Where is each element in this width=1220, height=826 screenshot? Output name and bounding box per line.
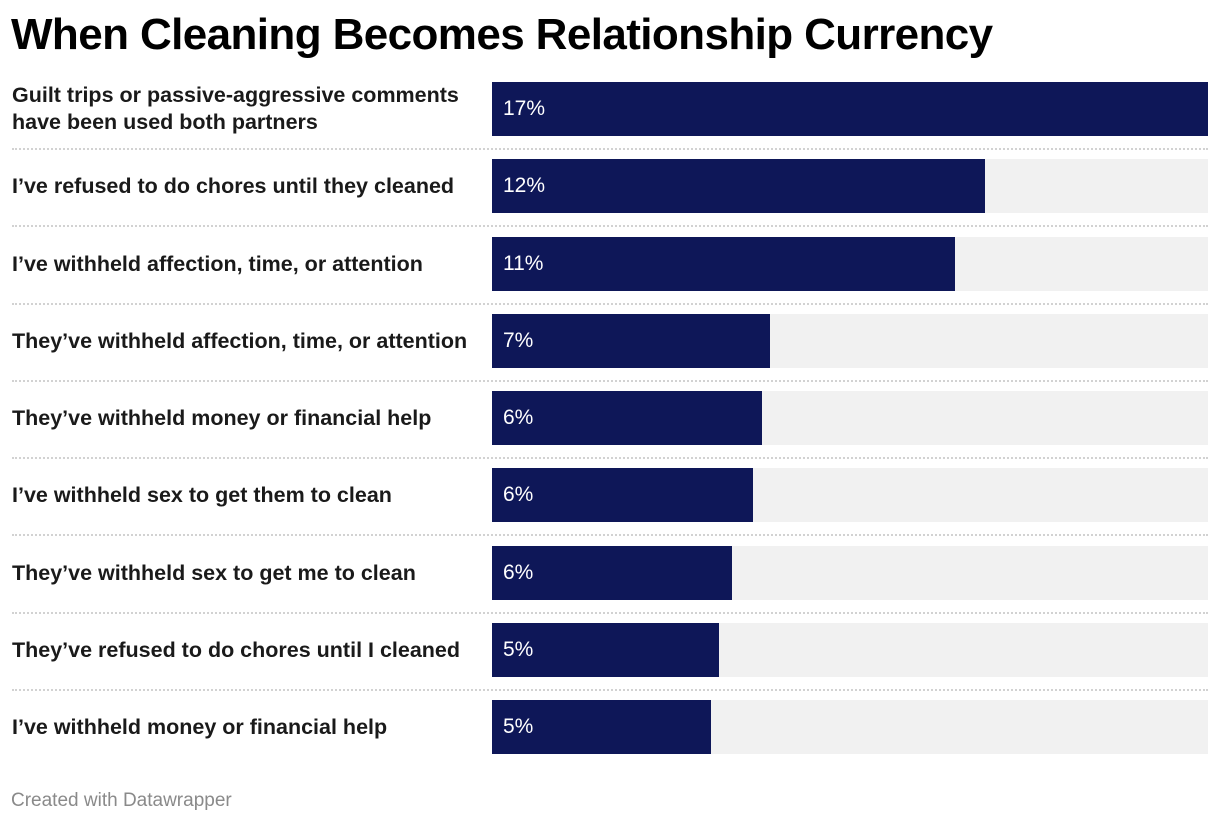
- bar-track: 6%: [492, 468, 1208, 522]
- bar-track: 5%: [492, 700, 1208, 754]
- row-separator: [12, 457, 1208, 459]
- value-label: 6%: [503, 406, 534, 429]
- bar-row: They’ve refused to do chores until I cle…: [0, 623, 1220, 677]
- bar-track: 6%: [492, 391, 1208, 445]
- value-label: 7%: [503, 329, 534, 352]
- category-label: They’ve refused to do chores until I cle…: [12, 637, 461, 662]
- bar-row: I’ve withheld money or financial help 5%: [0, 700, 1220, 754]
- bar: [492, 314, 770, 368]
- category-label: Guilt trips or passive-aggressive commen…: [12, 83, 459, 134]
- bar: [492, 82, 1208, 136]
- bar: [492, 623, 719, 677]
- bar-row: Guilt trips or passive-aggressive commen…: [0, 82, 1220, 136]
- category-label: I’ve withheld sex to get them to clean: [12, 482, 392, 507]
- category-label: They’ve withheld affection, time, or att…: [12, 328, 468, 353]
- bar-row: I’ve withheld sex to get them to clean 6%: [0, 468, 1220, 522]
- footer-credit: Created with Datawrapper: [11, 790, 232, 811]
- bar-track: 12%: [492, 159, 1208, 213]
- category-label: I’ve withheld money or financial help: [12, 714, 388, 739]
- chart-title: When Cleaning Becomes Relationship Curre…: [11, 10, 993, 59]
- row-separator: [12, 380, 1208, 382]
- category-label: They’ve withheld money or financial help: [12, 405, 432, 430]
- value-label: 6%: [503, 483, 534, 506]
- row-separator: [12, 689, 1208, 691]
- row-separator: [12, 534, 1208, 536]
- bar: [492, 159, 985, 213]
- bar-row: They’ve withheld money or financial help…: [0, 391, 1220, 445]
- bar: [492, 468, 753, 522]
- value-label: 6%: [503, 561, 534, 584]
- bar-track: 17%: [492, 82, 1208, 136]
- category-label: I’ve refused to do chores until they cle…: [12, 173, 455, 198]
- bar-track: 7%: [492, 314, 1208, 368]
- bar-row: I’ve refused to do chores until they cle…: [0, 159, 1220, 213]
- value-label: 17%: [503, 97, 546, 120]
- bar-track: 5%: [492, 623, 1208, 677]
- value-label: 12%: [503, 174, 546, 197]
- bar: [492, 237, 955, 291]
- bar-row: They’ve withheld affection, time, or att…: [0, 314, 1220, 368]
- bar: [492, 546, 732, 600]
- category-label: I’ve withheld affection, time, or attent…: [12, 251, 423, 276]
- row-separator: [12, 612, 1208, 614]
- category-label: They’ve withheld sex to get me to clean: [12, 560, 416, 585]
- value-label: 5%: [503, 715, 534, 738]
- bar: [492, 700, 711, 754]
- value-label: 11%: [503, 252, 544, 275]
- row-separator: [12, 303, 1208, 305]
- bar-row: I’ve withheld affection, time, or attent…: [0, 237, 1220, 291]
- bar-track: 6%: [492, 546, 1208, 600]
- row-separator: [12, 148, 1208, 150]
- bar: [492, 391, 762, 445]
- bar-track: 11%: [492, 237, 1208, 291]
- bar-row: They’ve withheld sex to get me to clean 6…: [0, 546, 1220, 600]
- row-separator: [12, 225, 1208, 227]
- value-label: 5%: [503, 638, 534, 661]
